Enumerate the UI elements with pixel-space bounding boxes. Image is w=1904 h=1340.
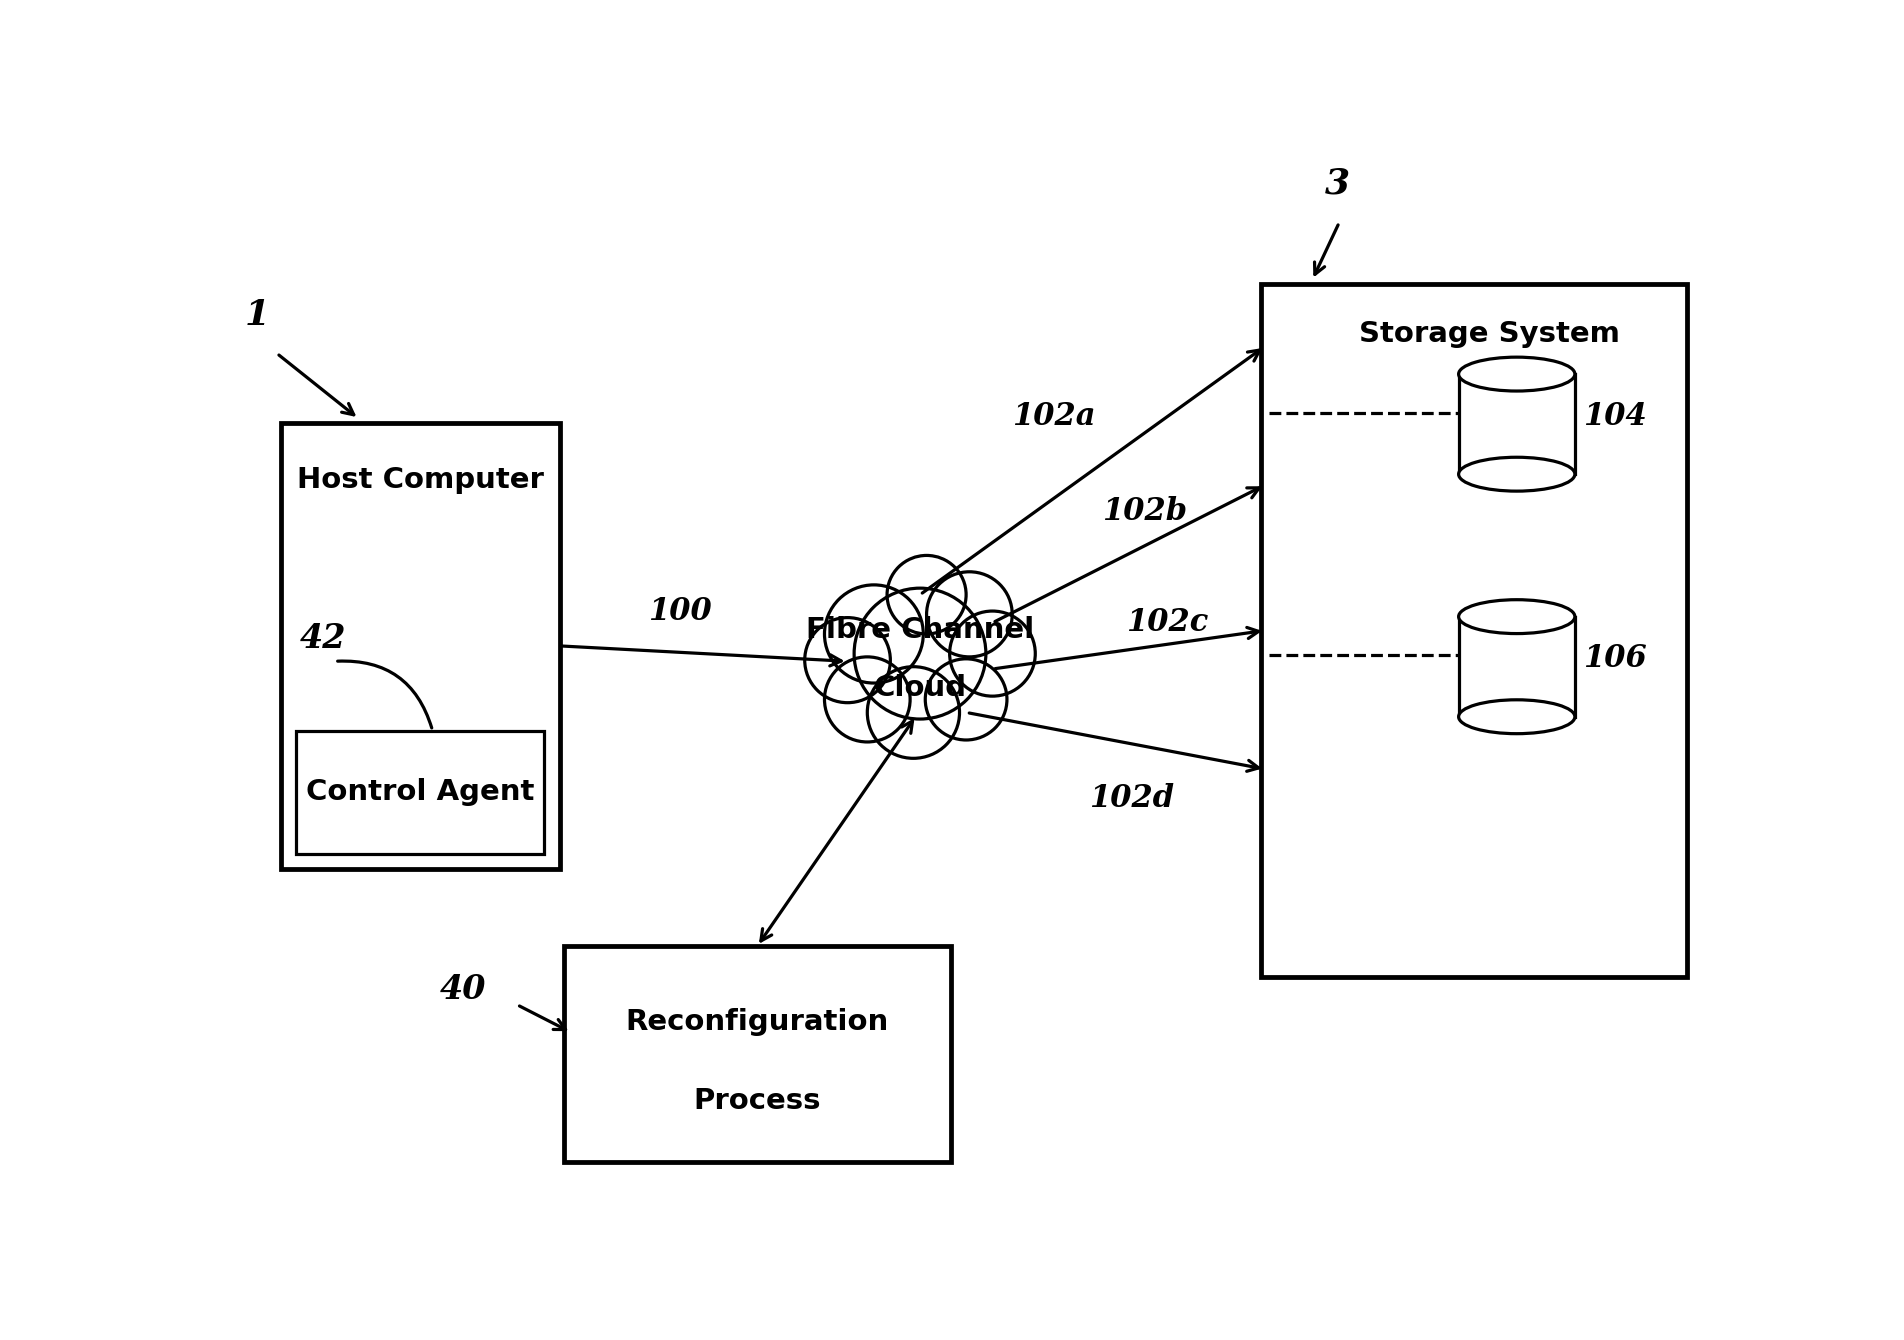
Text: 3: 3 — [1325, 168, 1350, 201]
Ellipse shape — [1458, 600, 1575, 634]
Bar — [280, 422, 560, 870]
Text: Process: Process — [693, 1088, 821, 1115]
Circle shape — [925, 659, 1007, 740]
Text: Host Computer: Host Computer — [297, 466, 543, 494]
Text: 1: 1 — [246, 297, 270, 332]
Ellipse shape — [1458, 457, 1575, 492]
Text: Cloud: Cloud — [874, 674, 967, 702]
Text: Storage System: Storage System — [1359, 320, 1620, 348]
Ellipse shape — [1458, 358, 1575, 391]
Circle shape — [824, 657, 910, 742]
Text: 102a: 102a — [1011, 401, 1095, 431]
Text: 102d: 102d — [1089, 783, 1173, 815]
Circle shape — [855, 588, 986, 720]
Bar — [297, 730, 545, 854]
Circle shape — [950, 611, 1036, 697]
Circle shape — [805, 618, 891, 702]
Text: 100: 100 — [649, 596, 712, 627]
Text: Reconfiguration: Reconfiguration — [626, 1008, 889, 1036]
Ellipse shape — [1458, 699, 1575, 734]
Bar — [1458, 616, 1575, 717]
Circle shape — [868, 667, 960, 758]
Text: Fibre Channel: Fibre Channel — [805, 616, 1034, 645]
Text: 106: 106 — [1582, 643, 1647, 674]
Circle shape — [824, 584, 923, 683]
Text: 102b: 102b — [1102, 496, 1186, 527]
Circle shape — [927, 572, 1013, 657]
Text: 42: 42 — [301, 622, 347, 655]
Circle shape — [887, 555, 965, 634]
Text: 102c: 102c — [1127, 607, 1209, 638]
Text: 104: 104 — [1582, 401, 1647, 431]
Bar — [564, 946, 950, 1162]
Text: Control Agent: Control Agent — [307, 779, 535, 807]
Text: 40: 40 — [440, 973, 486, 1006]
Bar — [1458, 374, 1575, 474]
Bar — [1260, 284, 1687, 977]
